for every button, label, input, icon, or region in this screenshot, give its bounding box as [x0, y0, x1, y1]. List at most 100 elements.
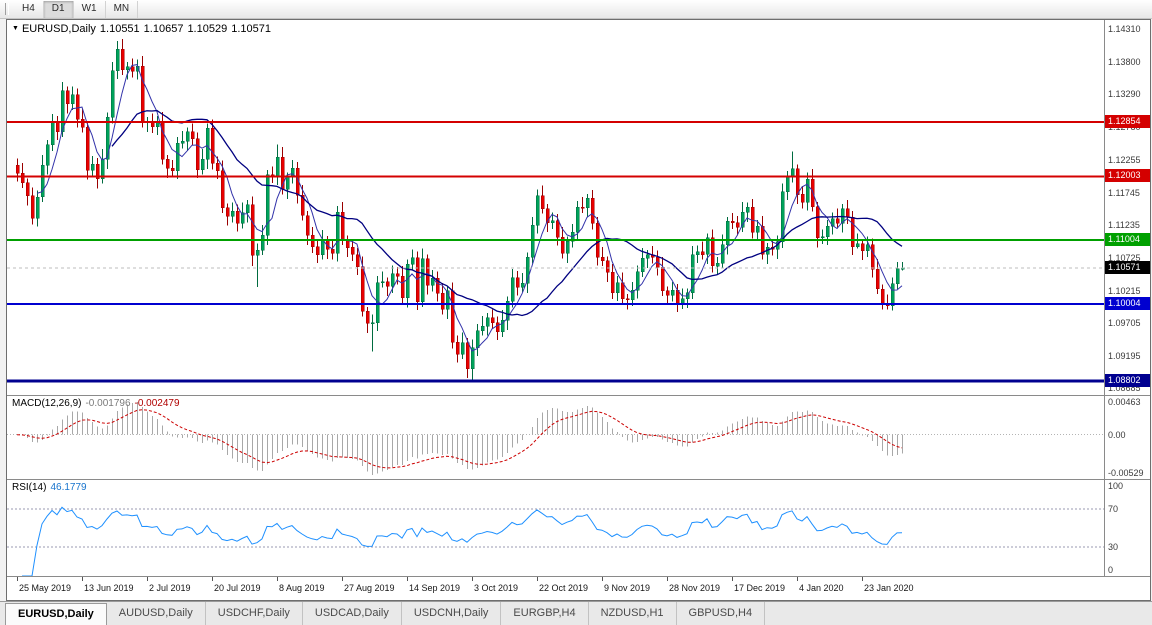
- candle-body: [365, 311, 370, 324]
- chart-dropdown-icon[interactable]: ▼: [12, 25, 19, 32]
- chart-tab-nzdusd-h1[interactable]: NZDUSD,H1: [589, 602, 677, 625]
- candle-body: [565, 240, 570, 254]
- time-tick-label: 14 Sep 2019: [409, 583, 461, 593]
- time-tick: [212, 577, 213, 581]
- candle-body: [550, 220, 555, 223]
- candle-body: [665, 290, 670, 296]
- candle-body: [870, 244, 875, 270]
- candle-body: [180, 141, 185, 144]
- candle-body: [505, 300, 510, 321]
- rsi-pane[interactable]: RSI(14) 46.1779: [7, 480, 1104, 576]
- candle-body: [855, 243, 860, 248]
- time-tick-label: 8 Aug 2019: [279, 583, 325, 593]
- candle-body: [825, 226, 830, 237]
- pane-separator[interactable]: [7, 479, 1150, 480]
- candle-body: [545, 208, 550, 223]
- chart-tabs-bar: EURUSD,Daily AUDUSD,Daily USDCHF,Daily USDC…: [0, 601, 1152, 625]
- candle-body: [510, 277, 515, 302]
- candle-body: [225, 207, 230, 217]
- candle-body: [35, 196, 40, 219]
- chart-tab-audusd-daily[interactable]: AUDUSD,Daily: [107, 602, 206, 625]
- price-tick-label: 1.12255: [1108, 155, 1141, 166]
- candle-body: [730, 220, 735, 223]
- timeframe-button-d1[interactable]: D1: [43, 0, 74, 18]
- macd-tick-label: 0.00463: [1108, 397, 1141, 407]
- candle-body: [30, 195, 35, 219]
- candle-body: [475, 330, 480, 348]
- price-tick-label: 1.13800: [1108, 56, 1141, 67]
- candle-body: [435, 277, 440, 294]
- candle-body: [60, 90, 65, 133]
- time-axis[interactable]: 25 May 2019 13 Jun 2019 2 Jul 2019 20 Jul 2…: [7, 576, 1150, 600]
- candle-body: [880, 288, 885, 304]
- candle-body: [615, 282, 620, 294]
- main-price-pane[interactable]: ▼ EURUSD,Daily 1.10551 1.10657 1.10529 1.1057…: [7, 20, 1104, 395]
- candlestick-canvas: [7, 39, 1104, 383]
- candle-body: [320, 240, 325, 255]
- candle-body: [890, 283, 895, 306]
- price-tick-label: 1.09705: [1108, 318, 1141, 329]
- candle-body: [625, 298, 630, 301]
- rsi-tick-label: 100: [1108, 481, 1124, 491]
- chart-tab-eurusd-daily[interactable]: EURUSD,Daily: [5, 603, 107, 625]
- candle-body: [670, 289, 675, 296]
- chart-high-value: 1.10657: [143, 23, 184, 35]
- rsi-tick-label: 30: [1108, 542, 1119, 553]
- toolbar-grip-handle[interactable]: [5, 3, 9, 15]
- timeframe-button-mn[interactable]: MN: [106, 0, 139, 18]
- candle-body: [245, 204, 250, 214]
- rsi-header: RSI(14) 46.1779: [12, 482, 87, 493]
- price-level-label: 1.10004: [1105, 297, 1150, 311]
- time-tick: [667, 577, 668, 581]
- candle-body: [805, 178, 810, 203]
- candle-body: [480, 325, 485, 331]
- candle-body: [380, 281, 385, 284]
- chart-tab-usdcnh-daily[interactable]: USDCNH,Daily: [402, 602, 502, 625]
- candle-body: [405, 263, 410, 299]
- candle-body: [645, 254, 650, 259]
- candle-body: [65, 90, 70, 104]
- candle-body: [260, 235, 265, 251]
- candle-body: [735, 222, 740, 228]
- macd-signal-value: -0.002479: [134, 398, 180, 409]
- time-tick-label: 17 Dec 2019: [734, 583, 786, 593]
- candle-body: [185, 131, 190, 142]
- timeframe-button-h4[interactable]: H4: [14, 0, 44, 18]
- candle-body: [840, 208, 845, 224]
- price-tick-label: 1.11745: [1108, 187, 1140, 198]
- price-axis[interactable]: 1.143101.138001.132901.127801.122551.117…: [1104, 20, 1150, 395]
- time-tick: [17, 577, 18, 581]
- chart-tab-gbpusd-h4[interactable]: GBPUSD,H4: [677, 602, 766, 625]
- candle-body: [785, 176, 790, 193]
- candle-body: [265, 174, 270, 236]
- chart-tab-eurgbp-h4[interactable]: EURGBP,H4: [501, 602, 589, 625]
- candle-body: [400, 275, 405, 299]
- candle-body: [220, 170, 225, 209]
- price-tick-label: 1.09195: [1108, 350, 1141, 361]
- time-tick-label: 3 Oct 2019: [474, 583, 519, 593]
- candle-body: [90, 164, 95, 171]
- candle-body: [40, 164, 45, 198]
- candle-body: [605, 260, 610, 273]
- candle-body: [600, 256, 605, 262]
- candle-body: [215, 162, 220, 172]
- candle-body: [285, 176, 290, 190]
- chart-tab-usdchf-daily[interactable]: USDCHF,Daily: [206, 602, 303, 625]
- chart-tab-usdcad-daily[interactable]: USDCAD,Daily: [303, 602, 402, 625]
- pane-separator[interactable]: [7, 395, 1150, 396]
- timeframe-button-w1[interactable]: W1: [74, 0, 106, 18]
- candle-body: [680, 298, 685, 304]
- candle-body: [585, 197, 590, 209]
- chart-window: ▼ EURUSD,Daily 1.10551 1.10657 1.10529 1.1057…: [6, 19, 1151, 601]
- candle-body: [440, 293, 445, 310]
- macd-title: MACD(12,26,9): [12, 398, 82, 409]
- candle-body: [845, 208, 850, 218]
- candle-body: [500, 320, 505, 333]
- time-tick-label: 25 May 2019: [19, 583, 72, 593]
- candle-body: [120, 49, 125, 71]
- time-tick: [342, 577, 343, 581]
- price-tick-label: 1.11235: [1108, 220, 1140, 231]
- macd-pane[interactable]: MACD(12,26,9) -0.001796 -0.002479: [7, 396, 1104, 479]
- time-tick-label: 2 Jul 2019: [149, 583, 191, 593]
- candle-body: [535, 195, 540, 226]
